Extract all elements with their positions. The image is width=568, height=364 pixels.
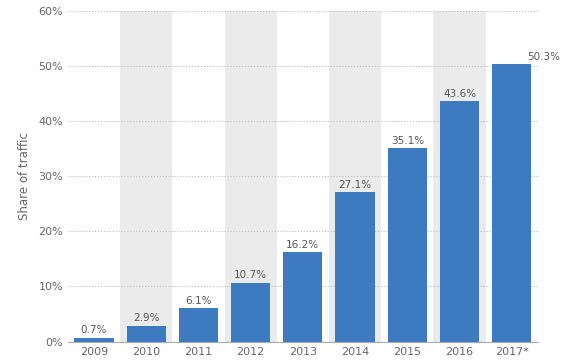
Bar xyxy=(329,11,381,341)
Text: 6.1%: 6.1% xyxy=(185,296,212,306)
Bar xyxy=(492,64,531,341)
Bar xyxy=(433,11,486,341)
Bar xyxy=(336,192,375,341)
Bar xyxy=(127,325,166,341)
Text: 0.7%: 0.7% xyxy=(81,325,107,336)
Bar xyxy=(440,101,479,341)
Y-axis label: Share of traffic: Share of traffic xyxy=(18,132,31,220)
Text: 16.2%: 16.2% xyxy=(286,240,319,250)
Text: 2.9%: 2.9% xyxy=(133,313,160,323)
Text: 35.1%: 35.1% xyxy=(391,136,424,146)
Bar xyxy=(231,282,270,341)
Bar xyxy=(179,308,218,341)
Text: 27.1%: 27.1% xyxy=(339,180,371,190)
Bar xyxy=(120,11,172,341)
Text: 43.6%: 43.6% xyxy=(443,89,476,99)
Text: 10.7%: 10.7% xyxy=(234,270,267,280)
Bar xyxy=(283,252,323,341)
Bar xyxy=(388,148,427,341)
Bar xyxy=(74,338,114,341)
Bar xyxy=(224,11,277,341)
Text: 50.3%: 50.3% xyxy=(528,52,561,62)
